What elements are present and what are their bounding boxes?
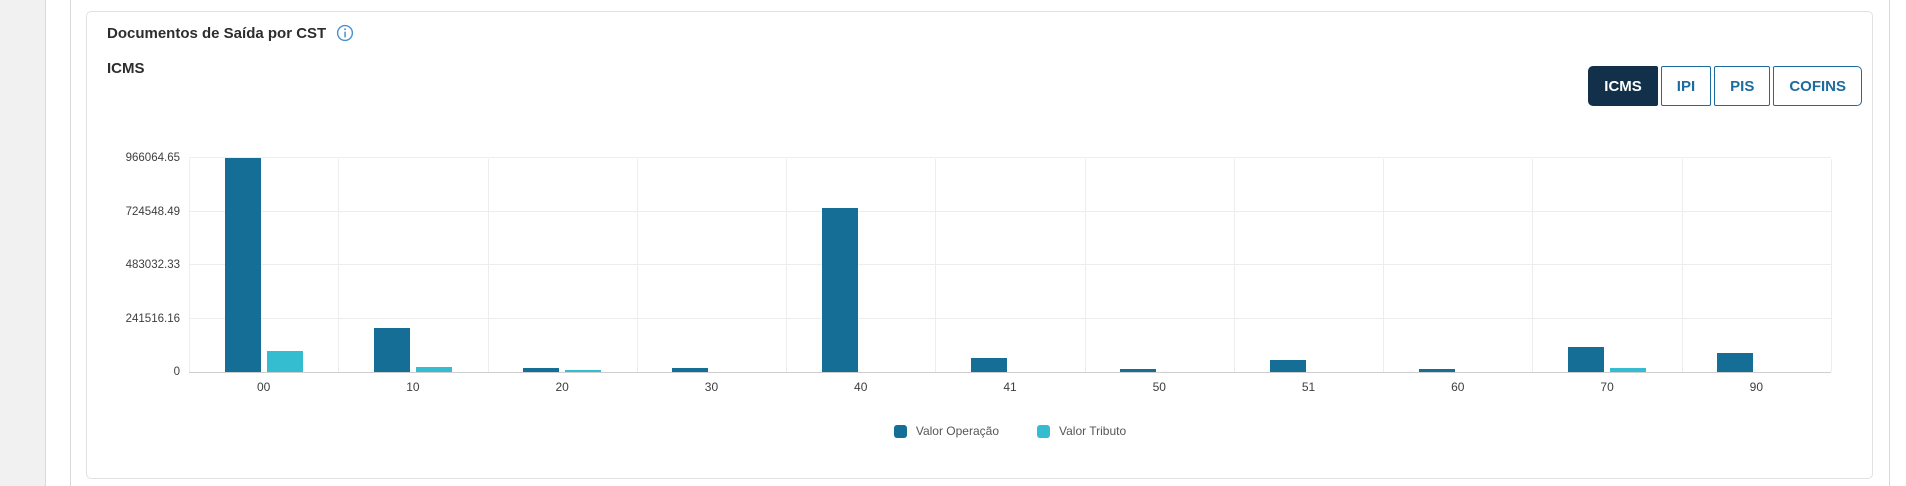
tab-pis[interactable]: PIS bbox=[1714, 66, 1771, 106]
bar-valor-operacao-00[interactable] bbox=[224, 158, 261, 372]
tab-icms[interactable]: ICMS bbox=[1588, 66, 1658, 106]
gridline-vertical bbox=[1532, 159, 1534, 372]
x-tick-label-51: 51 bbox=[1301, 380, 1316, 394]
gridline-vertical bbox=[1681, 159, 1683, 372]
chart-legend: Valor Operação Valor Tributo bbox=[189, 424, 1831, 438]
tab-cofins[interactable]: COFINS bbox=[1773, 66, 1862, 106]
gridline-vertical bbox=[1831, 159, 1832, 372]
bar-valor-operacao-60[interactable] bbox=[1418, 369, 1455, 372]
tax-tabs: ICMS IPI PIS COFINS bbox=[1588, 66, 1862, 106]
chart-subtitle: ICMS bbox=[107, 60, 145, 77]
bar-valor-operacao-30[interactable] bbox=[672, 367, 709, 372]
gridline-horizontal bbox=[189, 210, 1831, 212]
legend-item-valor-operacao[interactable]: Valor Operação bbox=[893, 424, 999, 438]
left-sidebar-edge bbox=[0, 0, 46, 486]
bar-valor-operacao-50[interactable] bbox=[1120, 369, 1157, 372]
bar-valor-operacao-51[interactable] bbox=[1269, 359, 1306, 372]
gridline-vertical bbox=[189, 159, 190, 372]
bar-valor-tributo-10[interactable] bbox=[415, 367, 452, 372]
gridline-vertical bbox=[1383, 159, 1385, 372]
x-tick-label-20: 20 bbox=[555, 380, 569, 394]
gridline-vertical bbox=[786, 159, 788, 372]
legend-swatch-valor-operacao bbox=[893, 424, 907, 438]
gridline-horizontal bbox=[189, 317, 1831, 319]
legend-label: Valor Tributo bbox=[1059, 424, 1127, 438]
x-tick-label-00: 00 bbox=[256, 380, 271, 394]
x-tick-label-70: 70 bbox=[1600, 380, 1614, 394]
card-title-text: Documentos de Saída por CST bbox=[107, 24, 327, 42]
x-tick-label-30: 30 bbox=[704, 380, 719, 394]
card-title: Documentos de Saída por CST bbox=[107, 24, 354, 42]
y-tick-label: 483032.33 bbox=[125, 259, 180, 271]
gridline-vertical bbox=[935, 159, 937, 372]
gridline-vertical bbox=[636, 159, 638, 372]
bar-valor-tributo-70[interactable] bbox=[1610, 367, 1647, 372]
bar-valor-tributo-20[interactable] bbox=[565, 369, 602, 372]
y-tick-label: 966064.65 bbox=[125, 152, 180, 164]
gridline-vertical bbox=[1084, 159, 1086, 372]
bar-valor-operacao-70[interactable] bbox=[1568, 346, 1605, 372]
gridline-vertical bbox=[487, 159, 489, 372]
legend-swatch-valor-tributo bbox=[1037, 424, 1050, 438]
vertical-divider-left bbox=[70, 0, 71, 486]
chart-card: Documentos de Saída por CST ICMS ICMS IPI… bbox=[86, 11, 1873, 479]
x-tick-label-41: 41 bbox=[1003, 380, 1017, 394]
tab-ipi[interactable]: IPI bbox=[1660, 66, 1712, 106]
gridline-horizontal bbox=[189, 157, 1831, 158]
x-tick-label-40: 40 bbox=[854, 380, 868, 394]
vertical-divider-right bbox=[1889, 0, 1890, 486]
bar-valor-operacao-90[interactable] bbox=[1717, 352, 1754, 372]
gridline-vertical bbox=[338, 159, 340, 372]
info-icon[interactable] bbox=[336, 24, 354, 42]
bar-valor-operacao-10[interactable] bbox=[373, 327, 410, 372]
x-tick-label-90: 90 bbox=[1749, 380, 1764, 394]
y-tick-label: 241516.16 bbox=[125, 312, 180, 325]
bar-chart-plot: 0 241516.16 483032.33 724548.49 966064.65 00… bbox=[126, 152, 1832, 394]
legend-item-valor-tributo[interactable]: Valor Tributo bbox=[1037, 424, 1126, 438]
x-tick-label-50: 50 bbox=[1152, 380, 1166, 394]
y-tick-label: 724548.49 bbox=[125, 205, 180, 218]
y-tick-label: 0 bbox=[173, 366, 180, 378]
bar-valor-operacao-40[interactable] bbox=[821, 207, 858, 372]
bar-valor-tributo-00[interactable] bbox=[266, 350, 303, 372]
x-tick-label-10: 10 bbox=[406, 380, 420, 394]
bar-valor-operacao-41[interactable] bbox=[971, 357, 1007, 372]
gridline-vertical bbox=[1233, 159, 1235, 372]
x-tick-label-60: 60 bbox=[1451, 380, 1465, 394]
bar-valor-operacao-20[interactable] bbox=[523, 367, 560, 372]
legend-label: Valor Operação bbox=[915, 424, 999, 438]
gridline-horizontal bbox=[189, 264, 1831, 265]
